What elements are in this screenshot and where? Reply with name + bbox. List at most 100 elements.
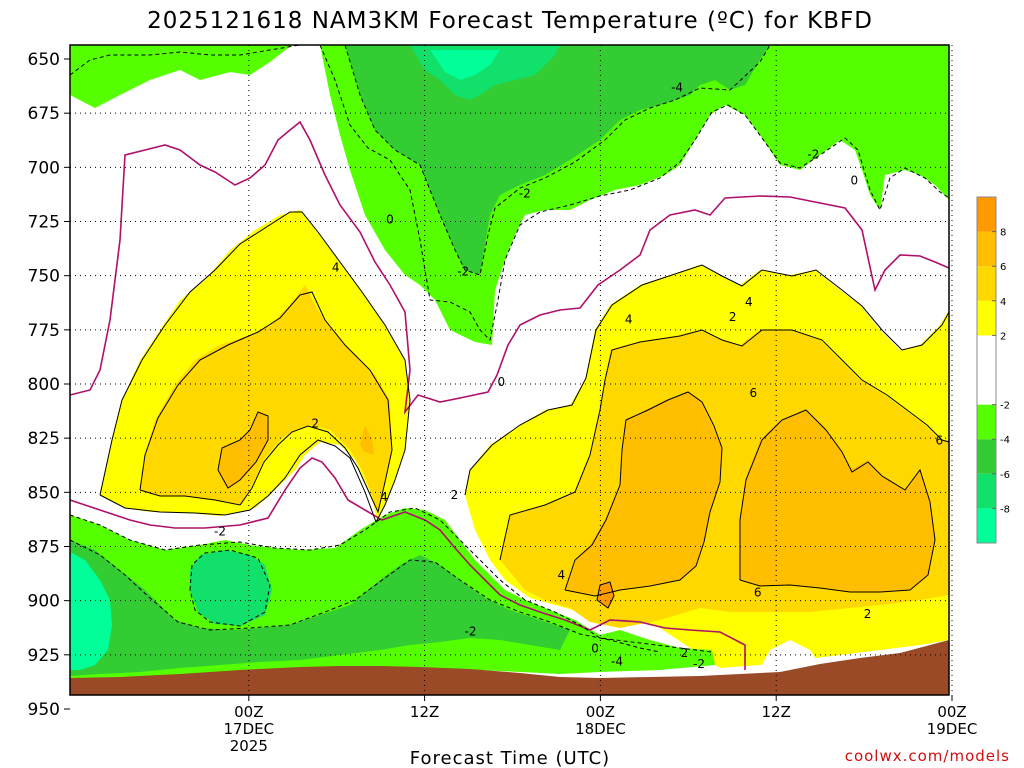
contour-label: -2 <box>807 148 819 162</box>
colorbar-swatch <box>977 370 996 405</box>
contour-label: 4 <box>558 568 566 582</box>
colorbar-swatch <box>977 439 996 474</box>
y-tick-label: 650 <box>28 50 60 70</box>
contour-label: 6 <box>749 386 757 400</box>
contour-label: -4 <box>671 81 683 95</box>
credit-text: coolwx.com/models <box>845 747 1010 765</box>
fill-cold-upper-left <box>70 45 292 108</box>
y-tick-label: 775 <box>28 321 60 341</box>
contour-0c-upper <box>69 120 950 415</box>
colorbar-tick-label: -4 <box>1000 435 1010 446</box>
colorbar-swatch <box>977 473 996 509</box>
fill-warm-left-core <box>218 412 268 488</box>
y-tick-label: 725 <box>28 213 60 233</box>
x-tick-label: 2025 <box>230 737 268 755</box>
contour-2c-left <box>99 211 411 524</box>
colorbar-tick-label: -2 <box>1000 401 1010 412</box>
colorbar-swatch <box>977 335 996 370</box>
colorbar-tick-label: 4 <box>1000 297 1006 308</box>
contour-label: 0 <box>591 642 599 656</box>
contour-8c-right <box>596 581 615 609</box>
contour-label: 4 <box>332 260 340 274</box>
fill-warm-left-inner <box>140 285 392 512</box>
contour-label: 4 <box>745 295 753 309</box>
contour-label: 6 <box>754 585 762 599</box>
colorbar-swatch <box>977 197 996 232</box>
contour-label: -2 <box>465 624 477 638</box>
contour-label: 6 <box>935 434 943 448</box>
y-tick-label: 750 <box>28 267 60 287</box>
contour-label: -2 <box>457 265 469 279</box>
colorbar-tick-label: 2 <box>1000 331 1006 342</box>
x-tick-label: 12Z <box>410 703 439 721</box>
x-tick-label: 17DEC <box>224 720 275 738</box>
contour-label: -2 <box>519 187 531 201</box>
x-tick-label: 18DEC <box>575 720 626 738</box>
x-grid <box>248 45 953 695</box>
contour-label: 0 <box>386 213 394 227</box>
contour-m6c-lower <box>189 549 271 627</box>
contour-m2c-lower <box>69 507 713 653</box>
terrain-ground <box>70 640 949 695</box>
contour-label: 2 <box>451 488 459 502</box>
contour-2c-right <box>464 264 950 496</box>
x-tick-label: 00Z <box>234 703 263 721</box>
contour-label: 2 <box>311 416 319 430</box>
contour-4c-right <box>499 329 950 561</box>
contour-label: -2 <box>214 525 226 539</box>
colorbar-swatch <box>977 231 996 267</box>
fill-warm-right-core-a <box>565 392 722 595</box>
colorbar-tick-label: -8 <box>1000 504 1010 515</box>
y-tick-label: 825 <box>28 429 60 449</box>
y-tick-label: 700 <box>28 158 60 178</box>
contour-m4c-upper <box>344 44 771 276</box>
fill-cold-lower-core <box>70 540 570 676</box>
contour-4c-left <box>139 291 393 514</box>
contour-label: -2 <box>693 657 705 671</box>
contour-m2c-upper <box>69 44 950 342</box>
y-tick-label: 925 <box>28 646 60 666</box>
colorbar-frame <box>976 196 997 544</box>
y-tick-label: 900 <box>28 592 60 612</box>
contour-label: 2 <box>729 310 737 324</box>
fill-cold-lower-left <box>70 552 112 670</box>
contour-label: 0 <box>851 174 859 188</box>
fill-cold-lower-deep <box>190 550 272 626</box>
colorbar-tick-label: 6 <box>1000 262 1006 273</box>
fill-warm-left-spot <box>360 425 374 455</box>
y-tick-label: 950 <box>28 700 60 720</box>
fill-warm-right-peak <box>597 582 614 608</box>
colorbar: 8 6 4 2 -2 -4 -6 -8 <box>976 196 1010 544</box>
colorbar-swatch <box>977 300 996 336</box>
y-axis: 650 675 700 725 750 775 800 825 850 875 900 925 950 <box>28 50 70 720</box>
colorbar-tick-label: 8 <box>1000 228 1006 239</box>
contour-label: 4 <box>625 312 633 326</box>
colorbar-swatch <box>977 404 996 440</box>
x-tick-label: 00Z <box>937 703 966 721</box>
y-tick-label: 850 <box>28 483 60 503</box>
contour-label: 2 <box>681 646 689 660</box>
y-tick-label: 800 <box>28 375 60 395</box>
contour-6c-right-a <box>564 391 723 597</box>
contour-6c-left <box>217 411 269 489</box>
contour-label: 2 <box>864 607 872 621</box>
y-tick-label: 875 <box>28 538 60 558</box>
contour-label: 0 <box>497 375 505 389</box>
x-tick-label: 12Z <box>762 703 791 721</box>
contour-0c-lower <box>69 457 746 670</box>
colorbar-swatch <box>977 508 996 543</box>
contour-6c-right-b <box>739 409 936 593</box>
fill-neutral-lower-right <box>760 640 820 668</box>
x-tick-label: 00Z <box>586 703 615 721</box>
x-tick-label: 19DEC <box>927 720 978 738</box>
fill-cold-upper-core <box>345 45 770 275</box>
contour-label: 4 <box>380 490 388 504</box>
x-axis-title: Forecast Time (UTC) <box>410 748 610 768</box>
fill-warm-right-core-b <box>740 410 935 592</box>
contour-label: -4 <box>611 655 623 669</box>
colorbar-tick-label: -6 <box>1000 470 1010 481</box>
plot-frame <box>69 44 950 696</box>
